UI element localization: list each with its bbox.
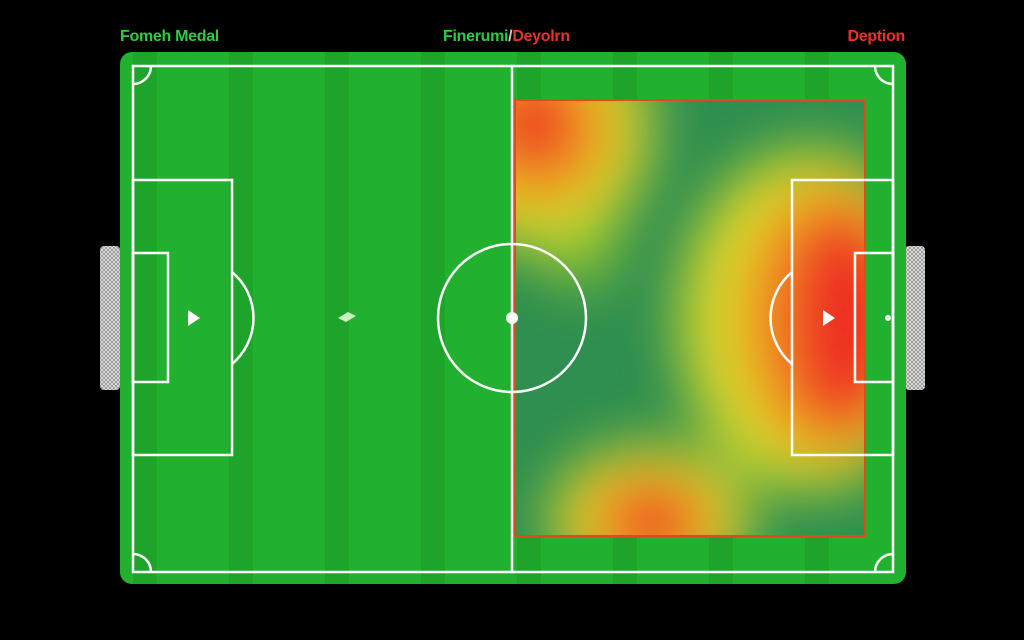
right-goal-box [853,251,895,384]
right-goal-spot [885,315,891,321]
left-penalty-arc [231,271,255,365]
center-label: Finerumi/Deyolrn [443,28,570,46]
right-penalty-arc [769,271,793,365]
right-label: Deption [847,28,906,45]
corner-arc-tr [873,65,894,86]
center-spot [506,312,518,324]
ball-icon [338,312,356,322]
corner-arc-tl [132,65,153,86]
center-label-separator: / [508,28,513,45]
right-penalty-marker-icon [823,310,835,326]
center-circle [436,242,588,394]
center-label-green: Finerumi [443,28,509,45]
corner-arc-bl [132,552,153,573]
left-goal-net [100,246,120,390]
left-goal-box [131,251,170,384]
left-label: Fomeh Medal [120,28,219,45]
heatmap [515,100,865,536]
pitch-stripe [133,52,157,584]
left-penalty-marker-icon [188,310,200,326]
right-goal-net [905,246,925,390]
center-label-red: Deyolrn [512,28,570,45]
pitch-stripe [421,52,445,584]
corner-arc-br [873,552,894,573]
